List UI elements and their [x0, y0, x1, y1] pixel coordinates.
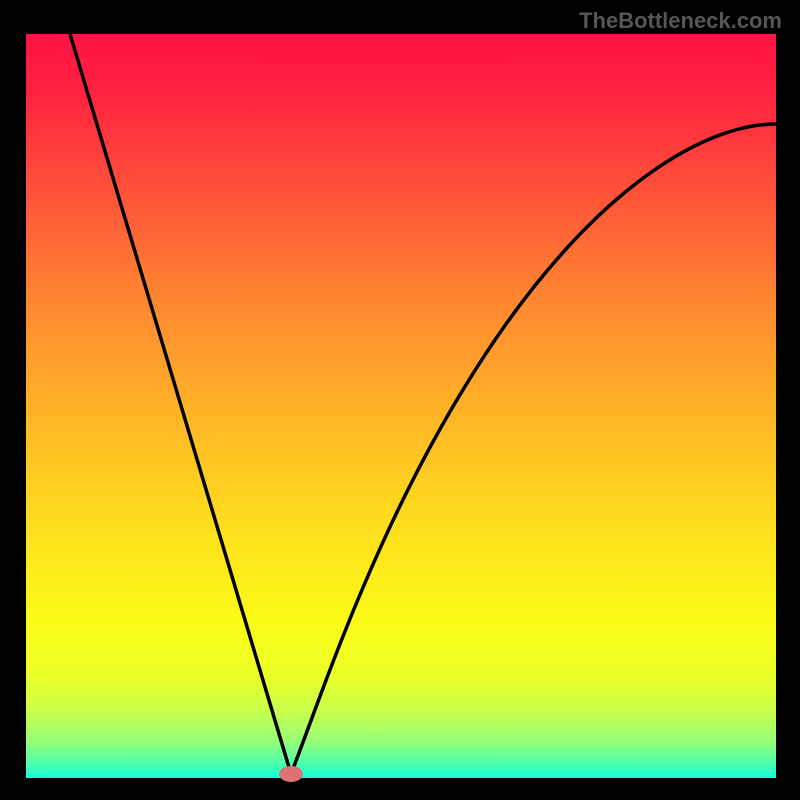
bottleneck-chart: TheBottleneck.com	[0, 0, 800, 800]
plot-area	[26, 34, 776, 778]
optimum-marker	[279, 766, 303, 782]
bottleneck-curve	[26, 34, 776, 778]
watermark-label: TheBottleneck.com	[579, 8, 782, 34]
